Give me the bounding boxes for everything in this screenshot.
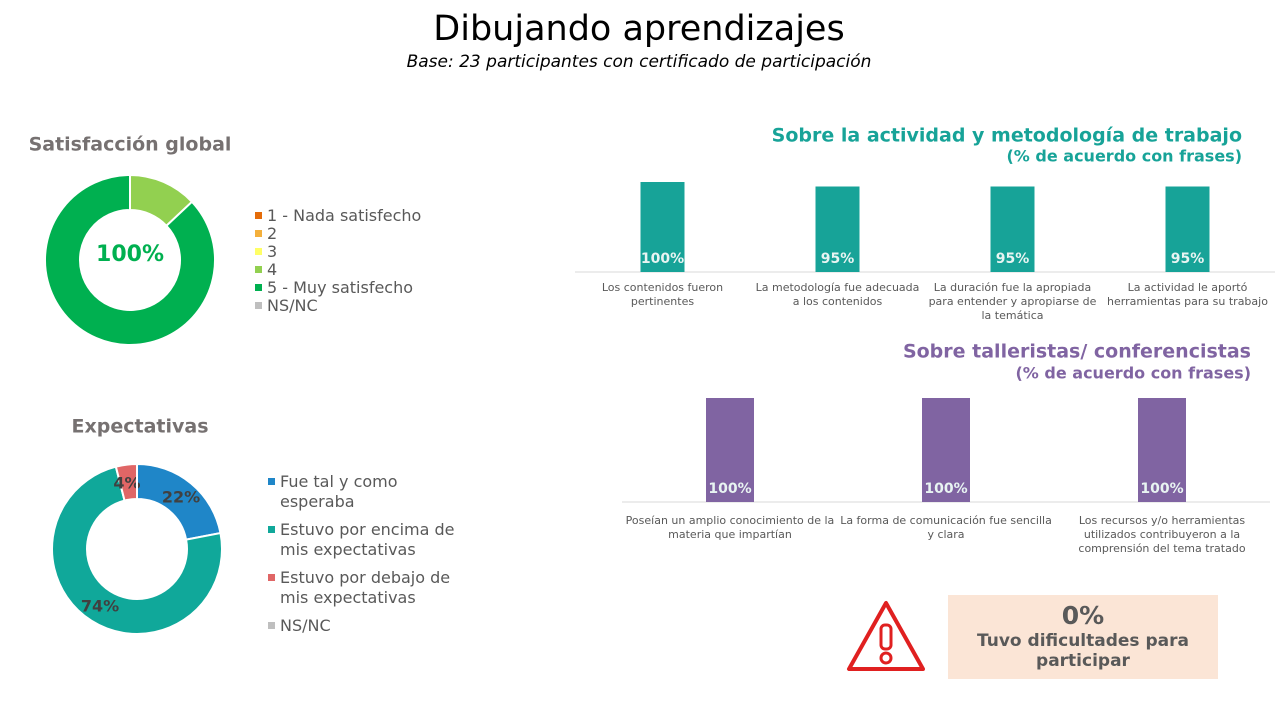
data-label: 95%: [821, 251, 855, 267]
bar: [922, 398, 970, 502]
page-title: Dibujando aprendizajes: [433, 9, 844, 49]
callout-text: Tuvo dificultades para participar: [977, 631, 1189, 671]
legend-swatch: [255, 212, 262, 219]
legend-label: Fue tal y como esperaba: [280, 472, 398, 511]
legend-label: 5 - Muy satisfecho: [267, 278, 414, 297]
warning-icon: [847, 601, 925, 671]
chart-subtitle: (% de acuerdo con frases): [1006, 147, 1242, 166]
legend-swatch: [255, 266, 262, 273]
bar: [1138, 398, 1186, 502]
chart-title: Satisfacción global: [29, 134, 232, 156]
chart-title: Sobre la actividad y metodología de trab…: [772, 125, 1242, 147]
legend-label: NS/NC: [280, 616, 331, 635]
donut-segment: [44, 173, 216, 346]
bar: [815, 186, 860, 272]
legend-label: 3: [267, 242, 278, 261]
x-tick-label: La duración fue la apropiada para entend…: [928, 281, 1097, 322]
x-tick-label: Los contenidos fueron pertinentes: [601, 281, 724, 308]
donut-segment: [51, 465, 223, 635]
page-subtitle: Base: 23 participantes con certificado d…: [407, 52, 872, 72]
data-label: 22%: [162, 488, 200, 507]
x-tick-label: Poseían un amplio conocimiento de la mat…: [625, 514, 835, 541]
data-label: 100%: [641, 251, 684, 267]
legend-label: 2: [267, 224, 278, 243]
x-tick-label: La metodología fue adecuada a los conten…: [755, 281, 920, 308]
legend-label: 1 - Nada satisfecho: [267, 206, 422, 225]
chart-subtitle: (% de acuerdo con frases): [1015, 364, 1251, 383]
legend-label: 4: [267, 260, 278, 279]
chart-title: Expectativas: [72, 416, 209, 438]
data-label: 100%: [924, 481, 967, 497]
data-label: 100%: [708, 481, 751, 497]
legend-label: NS/NC: [267, 296, 318, 315]
legend-swatch: [255, 230, 262, 237]
x-tick-label: La actividad le aportó herramientas para…: [1107, 281, 1268, 308]
callout-box: [948, 595, 1218, 679]
bar: [640, 182, 685, 272]
legend-swatch: [255, 248, 262, 255]
data-label: 95%: [1171, 251, 1205, 267]
center-label: 100%: [96, 242, 164, 267]
data-label: 4%: [113, 474, 140, 493]
legend-swatch: [255, 302, 262, 309]
legend-swatch: [268, 574, 275, 581]
legend-label: Estuvo por encima de mis expectativas: [280, 520, 455, 559]
legend-swatch: [268, 478, 275, 485]
legend-label: Estuvo por debajo de mis expectativas: [280, 568, 451, 607]
data-label: 74%: [81, 597, 119, 616]
bar: [1165, 186, 1210, 272]
legend-swatch: [255, 284, 262, 291]
data-label: 100%: [1140, 481, 1183, 497]
bar: [706, 398, 754, 502]
x-tick-label: La forma de comunicación fue sencilla y …: [840, 514, 1052, 541]
legend-swatch: [268, 526, 275, 533]
legend-swatch: [268, 622, 275, 629]
bar: [990, 186, 1035, 272]
x-tick-label: Los recursos y/o herramientas utilizados…: [1078, 514, 1246, 555]
chart-title: Sobre talleristas/ conferencistas: [903, 341, 1251, 363]
callout-value: 0%: [1062, 601, 1104, 630]
data-label: 95%: [996, 251, 1030, 267]
